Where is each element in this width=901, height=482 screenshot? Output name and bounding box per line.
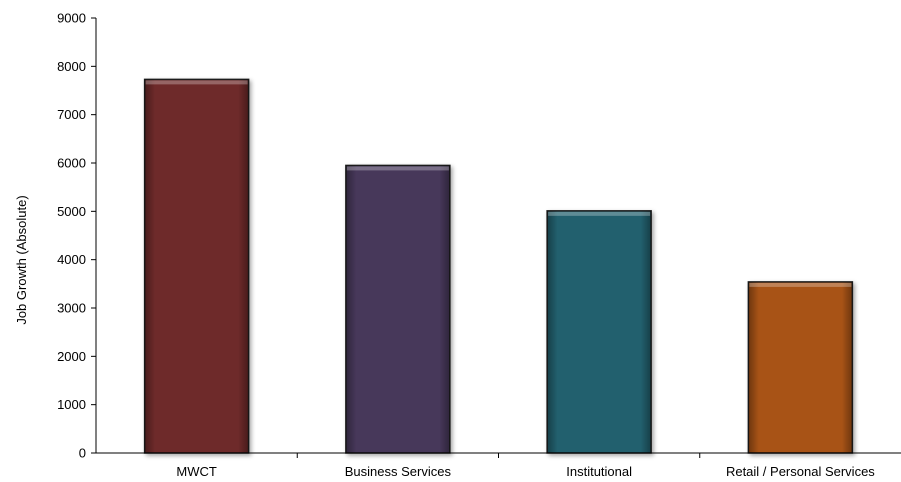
x-tick-label: Business Services <box>345 464 452 479</box>
bar-shading <box>144 79 249 453</box>
y-axis-title: Job Growth (Absolute) <box>14 195 29 324</box>
y-tick-label: 1000 <box>57 397 86 412</box>
y-tick-label: 2000 <box>57 349 86 364</box>
bar-shading <box>547 210 652 453</box>
bar-top-highlight <box>346 166 449 171</box>
bar-top-highlight <box>749 282 852 287</box>
y-tick-label: 8000 <box>57 59 86 74</box>
x-tick-label: MWCT <box>176 464 216 479</box>
x-tick-label: Institutional <box>566 464 632 479</box>
y-tick-label: 5000 <box>57 204 86 219</box>
bar <box>747 281 854 454</box>
bar-top-highlight <box>145 80 248 85</box>
bars <box>143 78 854 454</box>
bar <box>345 164 451 454</box>
y-tick-label: 0 <box>79 446 86 461</box>
bar-top-highlight <box>548 211 651 216</box>
bar <box>143 78 250 454</box>
y-tick-label: 3000 <box>57 301 86 316</box>
y-axis-ticks: 0 1000 2000 3000 4000 5000 6000 7000 8000 9000 <box>57 11 96 461</box>
y-tick-label: 9000 <box>57 11 86 26</box>
y-tick-label: 4000 <box>57 252 86 267</box>
x-tick-label: Retail / Personal Services <box>726 464 875 479</box>
bar <box>546 210 652 454</box>
bar-shading <box>748 281 853 453</box>
y-tick-label: 6000 <box>57 156 86 171</box>
y-tick-label: 7000 <box>57 107 86 122</box>
x-axis-ticks: MWCT Business Services Institutional Retail… <box>176 453 875 479</box>
bar-shading <box>345 165 450 453</box>
